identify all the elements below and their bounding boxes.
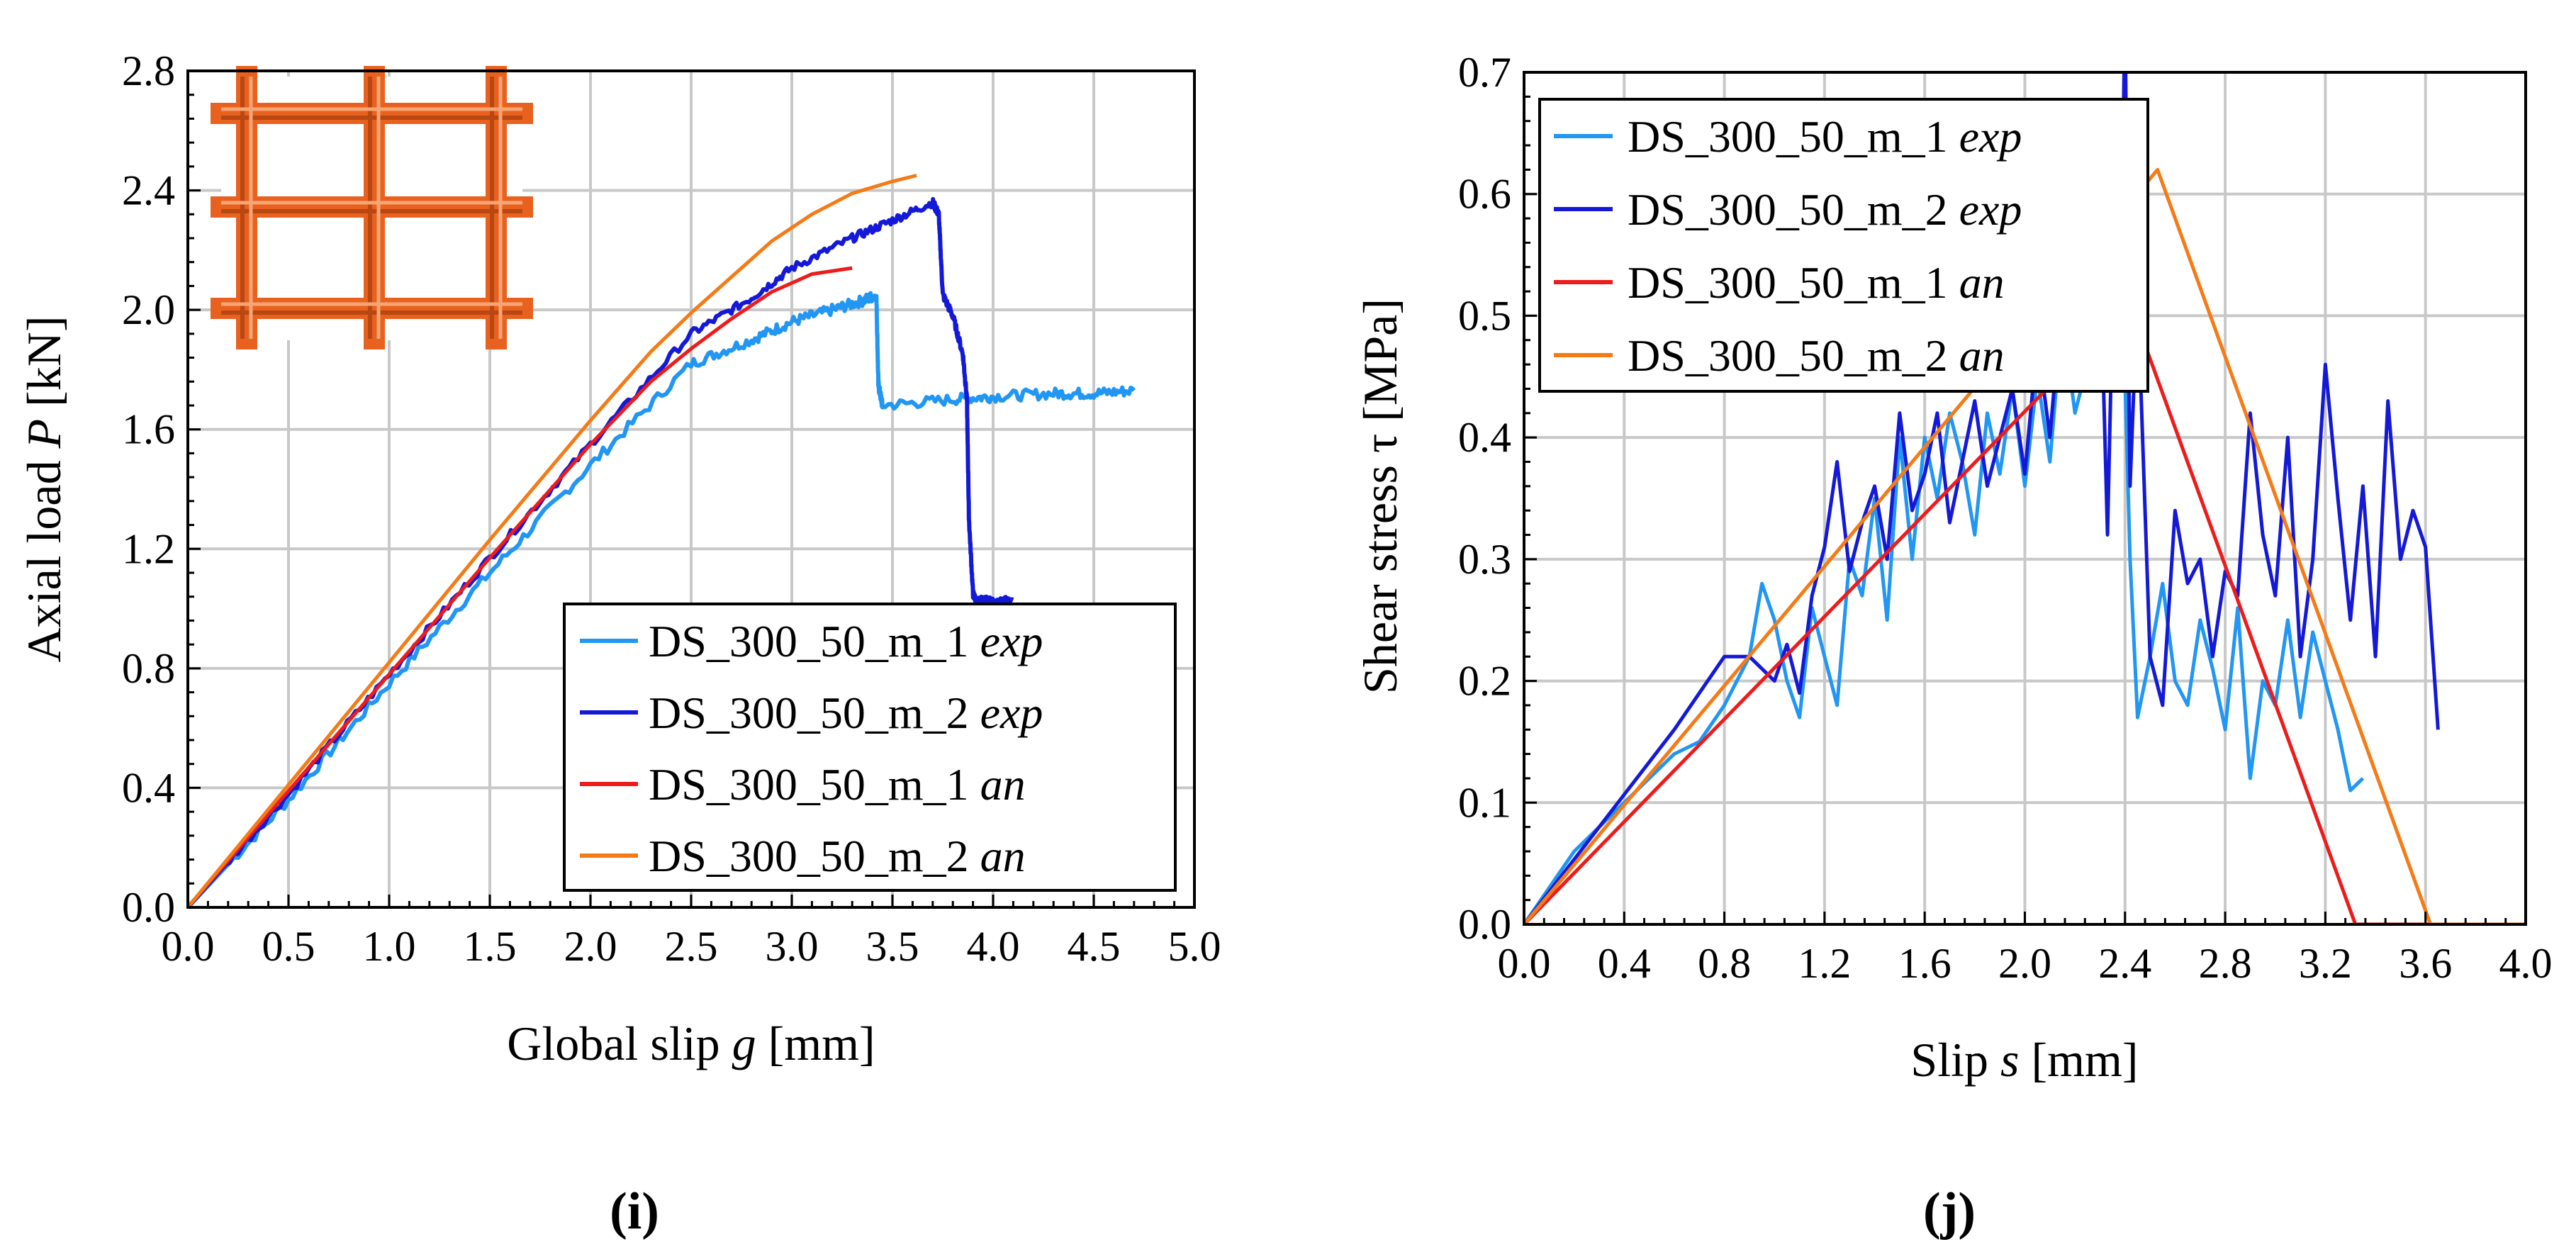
legend-series-name: DS_300_50_m_2 <box>649 688 980 738</box>
panel-label: (j) <box>1923 1182 1976 1241</box>
legend-entry-label: DS_300_50_m_1 an <box>1628 257 2005 308</box>
series-line-ds-300-50-m-1-an <box>188 266 853 907</box>
x-tick-label: 1.5 <box>464 923 517 970</box>
y-tick-label: 2.0 <box>122 286 175 333</box>
x-tick-label: 3.2 <box>2299 940 2352 987</box>
x-tick-label: 5.0 <box>1168 923 1221 970</box>
legend-series-name: DS_300_50_m_1 <box>649 616 980 666</box>
y-tick-label: 0.8 <box>122 645 175 692</box>
x-tick-label: 4.5 <box>1068 923 1121 970</box>
legend-series-name: DS_300_50_m_2 <box>1628 330 1959 381</box>
y-tick-label: 0.0 <box>1458 901 1511 948</box>
legend-entry-label: DS_300_50_m_2 an <box>1628 330 2005 381</box>
y-tick-label: 0.3 <box>1458 536 1511 583</box>
x-tick-label: 4.0 <box>2499 940 2553 987</box>
x-tick-label: 1.2 <box>1798 940 1851 987</box>
y-tick-label: 0.2 <box>1458 658 1511 705</box>
legend-series-tag: an <box>980 831 1026 881</box>
x-tick-label: 2.8 <box>2199 940 2252 987</box>
y-tick-label: 0.4 <box>1458 414 1511 461</box>
x-tick-label: 3.0 <box>766 923 819 970</box>
series-line-ds-300-50-m-1-an <box>1524 301 2526 924</box>
y-tick-label: 0.4 <box>122 764 175 811</box>
y-tick-label: 0.5 <box>1458 292 1511 339</box>
series-line-ds-300-50-m-1-exp <box>1524 313 2365 924</box>
y-tick-label: 1.2 <box>122 525 175 572</box>
legend-series-tag: exp <box>1959 184 2022 235</box>
x-tick-label: 1.0 <box>363 923 416 970</box>
legend-series-tag: exp <box>980 616 1043 666</box>
x-tick-label: 0.8 <box>1698 940 1751 987</box>
legend-entry-label: DS_300_50_m_1 an <box>649 759 1026 810</box>
x-tick-label: 3.5 <box>866 923 919 970</box>
legend-box <box>1538 98 2149 393</box>
chart-shear-stress: 0.0 0.4 0.8 1.2 1.6 2.0 2.4 2.8 3.2 3.6 4.0 0.0 0.1 0… <box>1353 49 2553 1241</box>
tick-labels: 0.0 0.5 1.0 1.5 2.0 2.5 3.0 3.5 4.0 4.5 5.0 0.0 0.4 0… <box>122 47 1221 970</box>
x-axis-label: Global slip g [mm] <box>507 1017 875 1070</box>
x-tick-label: 2.0 <box>1998 940 2051 987</box>
x-tick-label: 0.0 <box>1498 940 1551 987</box>
x-tick-label: 3.6 <box>2399 940 2452 987</box>
y-tick-label: 0.7 <box>1458 49 1511 96</box>
y-tick-label: 1.6 <box>122 406 175 453</box>
series-line-ds-300-50-m-2-an <box>1524 167 2526 924</box>
x-tick-label: 1.6 <box>1898 940 1951 987</box>
x-tick-label: 2.4 <box>2098 940 2151 987</box>
panel-label: (i) <box>610 1182 659 1241</box>
x-tick-label: 0.0 <box>162 923 215 970</box>
legend-entry-label: DS_300_50_m_2 exp <box>649 688 1043 738</box>
x-tick-label: 2.0 <box>564 923 617 970</box>
series-group <box>188 174 1136 907</box>
series-line-ds-300-50-m-1-exp <box>188 291 1136 907</box>
x-tick-label: 4.0 <box>967 923 1020 970</box>
grid-lines <box>188 71 1194 907</box>
legend-series-tag: an <box>980 759 1026 810</box>
mesh-photo-inset <box>211 66 533 349</box>
legend-series-name: DS_300_50_m_1 <box>649 759 980 810</box>
y-tick-label: 2.8 <box>122 47 175 94</box>
x-tick-label: 2.5 <box>665 923 718 970</box>
chart-axial-load: 0.0 0.5 1.0 1.5 2.0 2.5 3.0 3.5 4.0 4.5 5.0 0.0 0.4 0… <box>17 47 1221 1241</box>
legend-entry-label: DS_300_50_m_2 an <box>649 831 1026 881</box>
legend-entry-label: DS_300_50_m_1 exp <box>1628 111 2022 162</box>
x-axis-label: Slip s [mm] <box>1910 1033 2138 1087</box>
x-tick-label: 0.5 <box>262 923 315 970</box>
series-line-ds-300-50-m-2-an <box>188 174 917 907</box>
tick-labels: 0.0 0.4 0.8 1.2 1.6 2.0 2.4 2.8 3.2 3.6 4.0 0.0 0.1 0… <box>1458 49 2553 987</box>
y-axis-label: Shear stress τ [MPa] <box>1353 298 1407 694</box>
x-tick-label: 0.4 <box>1598 940 1651 987</box>
y-tick-label: 0.6 <box>1458 171 1511 218</box>
axis-ticks <box>1523 71 2527 926</box>
legend-series-tag: exp <box>1959 111 2022 162</box>
legend-entry-label: DS_300_50_m_2 exp <box>1628 184 2022 235</box>
legend-entry-label: DS_300_50_m_1 exp <box>649 616 1043 666</box>
legend-series-name: DS_300_50_m_2 <box>649 831 980 881</box>
legend-box <box>563 603 1177 892</box>
legend-series-name: DS_300_50_m_1 <box>1628 111 1959 162</box>
y-tick-label: 0.1 <box>1458 779 1511 826</box>
legend-series-tag: an <box>1959 257 2005 308</box>
y-tick-label: 0.0 <box>122 884 175 931</box>
legend-series-name: DS_300_50_m_1 <box>1628 257 1959 308</box>
axis-ticks <box>186 69 1196 909</box>
legend-series-name: DS_300_50_m_2 <box>1628 184 1959 235</box>
y-tick-label: 2.4 <box>122 167 175 214</box>
legend-series-tag: exp <box>980 688 1043 738</box>
y-axis-label: Axial load P [kN] <box>17 315 71 662</box>
legend-series-tag: an <box>1959 330 2005 381</box>
